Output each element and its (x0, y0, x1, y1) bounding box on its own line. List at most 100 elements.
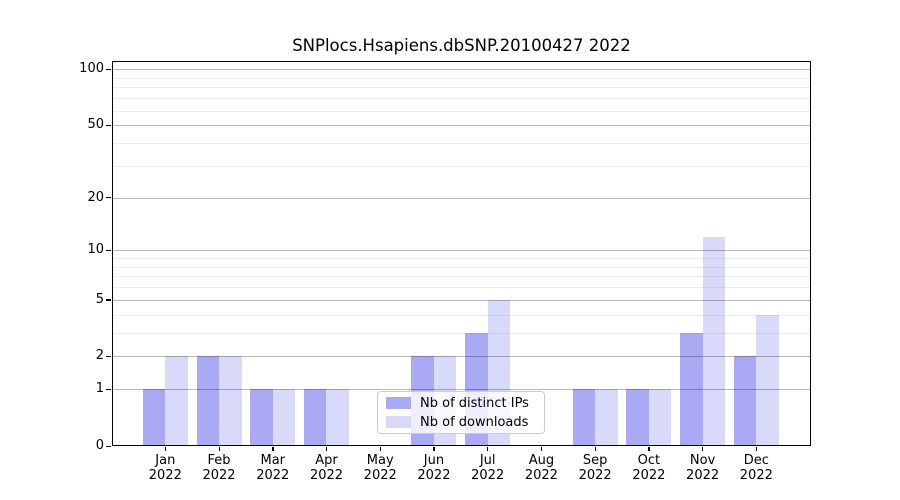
xtick-oct (648, 447, 650, 451)
xtick-month: May (366, 453, 394, 468)
xtick-month: Oct (637, 453, 661, 468)
bar-distinct-ips-apr (303, 389, 327, 446)
gridline-minor-y70 (113, 98, 810, 100)
ytick-label-1: 1 (95, 381, 104, 397)
bar-downloads-jan (165, 356, 188, 446)
gridline-minor-y60 (113, 110, 810, 112)
xtick-year: 2022 (739, 468, 773, 483)
xtick-may (379, 447, 382, 451)
gridline-minor-y9 (113, 258, 810, 260)
xtick-month: Sep (582, 453, 608, 468)
gridline-major-y1 (113, 389, 810, 391)
ytick-10 (106, 249, 111, 252)
legend-item-downloads: Nb of downloads (386, 415, 544, 430)
ytick-5 (106, 299, 111, 301)
xtick-nov (702, 447, 704, 451)
bar-distinct-ips-dec (733, 356, 757, 446)
ytick-label-100: 100 (79, 61, 104, 77)
xtick-label-aug: Aug 2022 (509, 453, 573, 483)
ytick-0 (106, 445, 111, 447)
xtick-label-jan: Jan 2022 (133, 453, 197, 483)
xtick-year: 2022 (632, 468, 666, 483)
bar-downloads-feb (219, 356, 242, 446)
legend: Nb of distinct IPs Nb of downloads (377, 391, 545, 434)
xtick-year: 2022 (524, 468, 558, 483)
ytick-label-10: 10 (87, 242, 104, 258)
gridline-minor-y8 (113, 266, 810, 268)
xtick-year: 2022 (148, 468, 182, 483)
legend-swatch-distinct-ips (386, 397, 411, 409)
xtick-sep (594, 447, 596, 451)
xtick-month: Apr (315, 453, 338, 468)
bar-downloads-mar (272, 389, 296, 446)
xtick-label-dec: Dec 2022 (724, 453, 788, 483)
gridline-minor-y40 (113, 142, 810, 144)
xtick-label-apr: Apr 2022 (294, 453, 358, 483)
xtick-apr (325, 447, 328, 451)
xtick-label-feb: Feb 2022 (187, 453, 251, 483)
gridline-major-y10 (113, 250, 810, 252)
bar-distinct-ips-sep (572, 389, 596, 446)
xtick-year: 2022 (202, 468, 236, 483)
chart-title: SNPlocs.Hsapiens.dbSNP.20100427 2022 (292, 36, 631, 55)
xtick-month: Feb (207, 453, 231, 468)
xtick-jul (487, 447, 489, 451)
ytick-label-2: 2 (95, 348, 104, 364)
xtick-month: Jan (155, 453, 176, 468)
bar-distinct-ips-mar (250, 389, 273, 446)
gridline-major-y5 (113, 299, 810, 301)
bar-downloads-apr (326, 389, 349, 446)
gridline-minor-y30 (113, 165, 810, 167)
bar-downloads-oct (648, 389, 672, 446)
gridline-minor-y80 (113, 87, 810, 89)
xtick-month: Dec (743, 453, 769, 468)
legend-swatch-downloads (386, 416, 411, 428)
xtick-month: Aug (528, 453, 555, 468)
xtick-feb (218, 447, 220, 451)
gridline-minor-y4 (113, 314, 810, 316)
gridline-major-y2 (113, 356, 810, 358)
ytick-1 (106, 388, 111, 391)
gridline-minor-y3 (113, 332, 810, 334)
bar-downloads-dec (756, 314, 779, 446)
xtick-mar (272, 447, 274, 451)
gridline-major-y20 (113, 197, 810, 199)
legend-label-distinct-ips: Nb of distinct IPs (420, 395, 529, 411)
bar-downloads-sep (595, 389, 618, 446)
xtick-label-may: May 2022 (348, 453, 412, 483)
legend-label-downloads: Nb of downloads (420, 414, 529, 430)
ytick-2 (106, 355, 111, 358)
xtick-label-nov: Nov 2022 (671, 453, 735, 483)
xtick-aug (540, 447, 543, 451)
ytick-label-0: 0 (95, 438, 104, 453)
xtick-dec (755, 447, 758, 451)
ytick-100 (106, 68, 111, 71)
xtick-year: 2022 (471, 468, 505, 483)
xtick-year: 2022 (309, 468, 344, 483)
xtick-month: Nov (689, 453, 716, 468)
ytick-50 (106, 124, 111, 126)
xtick-label-oct: Oct 2022 (617, 453, 681, 483)
bar-distinct-ips-nov (680, 332, 703, 446)
xtick-year: 2022 (578, 468, 612, 483)
xtick-label-jun: Jun 2022 (402, 453, 466, 483)
xtick-month: Mar (260, 453, 286, 468)
xtick-month: Jul (479, 453, 496, 468)
gridline-minor-y7 (113, 276, 810, 278)
ytick-20 (106, 197, 111, 199)
bar-distinct-ips-oct (626, 389, 649, 446)
xtick-year: 2022 (417, 468, 451, 483)
gridline-major-y100 (113, 69, 810, 71)
legend-item-distinct-ips: Nb of distinct IPs (386, 396, 544, 411)
xtick-jun (433, 447, 435, 451)
gridline-major-y50 (113, 125, 810, 127)
xtick-year: 2022 (363, 468, 397, 483)
xtick-label-sep: Sep 2022 (563, 453, 627, 483)
gridline-minor-y90 (113, 77, 810, 79)
xtick-month: Jun (423, 453, 445, 468)
xtick-jan (164, 447, 167, 451)
xtick-label-jul: Jul 2022 (456, 453, 520, 483)
bar-downloads-nov (702, 236, 726, 446)
bar-distinct-ips-jan (142, 389, 166, 446)
